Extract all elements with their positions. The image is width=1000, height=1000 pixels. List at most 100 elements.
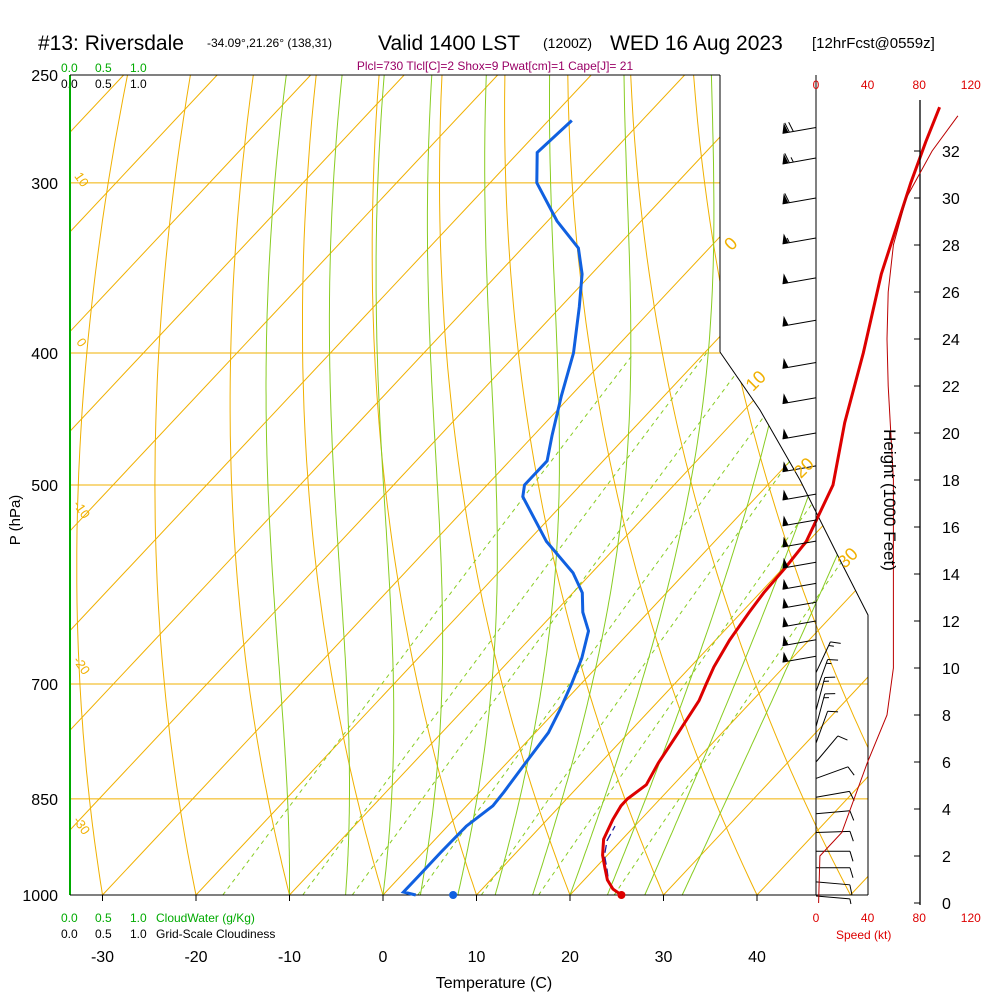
x-axis-label: Temperature (C) bbox=[436, 975, 552, 992]
forecast-date: WED 16 Aug 2023 bbox=[610, 32, 783, 55]
mixing-ratio-line bbox=[417, 352, 812, 895]
height-tick-label: 8 bbox=[942, 708, 951, 725]
wind-barb bbox=[815, 693, 836, 727]
moist-adiabat-line bbox=[494, 75, 560, 895]
height-axis-label: Height (1000 Feet) bbox=[880, 429, 899, 571]
isotherm-label: 0 bbox=[720, 233, 741, 254]
cloudwater-tick-bottom-1: 0.5 bbox=[95, 911, 112, 925]
height-tick-label: 18 bbox=[942, 473, 960, 490]
y-tick-label: 300 bbox=[31, 176, 58, 193]
isotherm-line bbox=[70, 75, 779, 895]
x-tick-label: 10 bbox=[468, 949, 486, 966]
height-tick-label: 4 bbox=[942, 802, 951, 819]
isotherm-line bbox=[382, 75, 868, 895]
surface-dewpoint-dot bbox=[449, 891, 458, 899]
speed-tick-bottom: 0 bbox=[813, 911, 820, 925]
height-tick-label: 24 bbox=[942, 332, 960, 349]
wind-barb bbox=[815, 830, 854, 842]
height-profile-boundary bbox=[719, 351, 869, 895]
wind-barb bbox=[782, 358, 817, 369]
height-tick-label: 12 bbox=[942, 614, 960, 631]
cloudiness-tick-bottom-1: 0.5 bbox=[95, 927, 112, 941]
isotherm-line bbox=[70, 75, 405, 895]
moist-adiabat-line bbox=[532, 75, 632, 895]
wind-barbs bbox=[782, 121, 855, 905]
cloudwater-label: CloudWater (g/Kg) bbox=[156, 911, 255, 925]
speed-axis-label: Speed (kt) bbox=[836, 928, 891, 942]
mixing-ratio-label: 8 bbox=[476, 898, 492, 913]
dry-adiabat-label: -10 bbox=[70, 497, 93, 521]
wind-barb bbox=[782, 597, 817, 609]
mixing-ratio-label: 12 bbox=[531, 895, 552, 916]
isotherm-label: 20 bbox=[790, 454, 818, 482]
cloudwater-tick-top-2: 1.0 bbox=[130, 61, 147, 75]
dry-adiabat-line bbox=[302, 75, 393, 895]
dry-adiabat-line bbox=[229, 75, 298, 895]
x-tick-label: -20 bbox=[184, 949, 207, 966]
wind-barb bbox=[815, 710, 839, 744]
wind-barb bbox=[815, 810, 855, 821]
moist-adiabat-line bbox=[419, 75, 444, 895]
wind-barb bbox=[782, 193, 817, 205]
surface-temperature-dot bbox=[617, 891, 626, 899]
cloudiness-tick-bottom-0: 0.0 bbox=[61, 927, 78, 941]
height-tick-label: 22 bbox=[942, 379, 960, 396]
mixing-ratio-label: 5 bbox=[413, 898, 429, 913]
speed-tick-bottom: 120 bbox=[961, 911, 981, 925]
y-tick-label: 700 bbox=[31, 677, 58, 694]
wind-barb bbox=[782, 428, 817, 440]
wind-barb bbox=[816, 850, 854, 862]
speed-tick-bottom: 40 bbox=[861, 911, 875, 925]
wind-barb bbox=[815, 641, 841, 673]
moist-adiabat-lines bbox=[265, 75, 868, 895]
dry-adiabat-label: -30 bbox=[70, 813, 93, 837]
cloudiness-label: Grid-Scale Cloudiness bbox=[156, 927, 275, 941]
wind-barb bbox=[815, 735, 848, 763]
mixing-ratio-label: 3 bbox=[347, 898, 363, 913]
cloudwater-tick-bottom-2: 1.0 bbox=[130, 911, 147, 925]
wind-speed-profile bbox=[818, 115, 959, 904]
height-tick-label: 28 bbox=[942, 238, 960, 255]
isotherm-line bbox=[70, 75, 218, 895]
isotherm-line bbox=[663, 75, 868, 895]
speed-tick-top: 0 bbox=[813, 78, 820, 92]
y-tick-label: 1000 bbox=[22, 888, 58, 905]
speed-tick-top: 40 bbox=[861, 78, 875, 92]
moist-adiabat-line bbox=[328, 75, 350, 895]
mixing-ratio-line bbox=[480, 352, 868, 895]
isotherm-label: 30 bbox=[834, 544, 862, 572]
isotherm-line bbox=[70, 75, 592, 895]
height-tick-label: 10 bbox=[942, 661, 960, 678]
dry-adiabat-line bbox=[438, 75, 582, 895]
station-coords: -34.09°,21.26° (138,31) bbox=[207, 36, 332, 50]
wind-barb bbox=[782, 651, 817, 663]
moist-adiabat-line bbox=[681, 75, 868, 895]
wind-barb bbox=[815, 790, 855, 801]
dry-adiabat-line bbox=[753, 75, 868, 895]
wind-barb bbox=[816, 867, 854, 878]
temperature-axis-ticks: -30 -20 -10 0 10 20 30 40 bbox=[91, 895, 766, 966]
forecast-info: [12hrFcst@0559z] bbox=[812, 35, 935, 52]
speed-tick-top: 120 bbox=[961, 78, 981, 92]
cloudiness-tick-bottom-2: 1.0 bbox=[130, 927, 147, 941]
wind-barb bbox=[782, 153, 817, 165]
height-tick-label: 26 bbox=[942, 285, 960, 302]
moist-adiabat-line bbox=[265, 75, 290, 895]
x-tick-label: 20 bbox=[561, 949, 579, 966]
wind-barb bbox=[815, 895, 852, 905]
dry-adiabat-line bbox=[629, 75, 867, 895]
dry-adiabat-label: -20 bbox=[70, 653, 93, 677]
mixing-ratio-line bbox=[613, 352, 868, 895]
mixing-ratio-line bbox=[538, 352, 868, 895]
wind-barb bbox=[782, 616, 817, 628]
wind-barb bbox=[782, 578, 817, 590]
cloudwater-tick-top-0: 0.0 bbox=[61, 61, 78, 75]
isotherm-line bbox=[70, 75, 686, 895]
isotherm-label: 10 bbox=[742, 367, 770, 395]
wind-barb bbox=[782, 393, 817, 405]
y-tick-label: 250 bbox=[31, 68, 58, 85]
y-tick-label: 500 bbox=[31, 478, 58, 495]
